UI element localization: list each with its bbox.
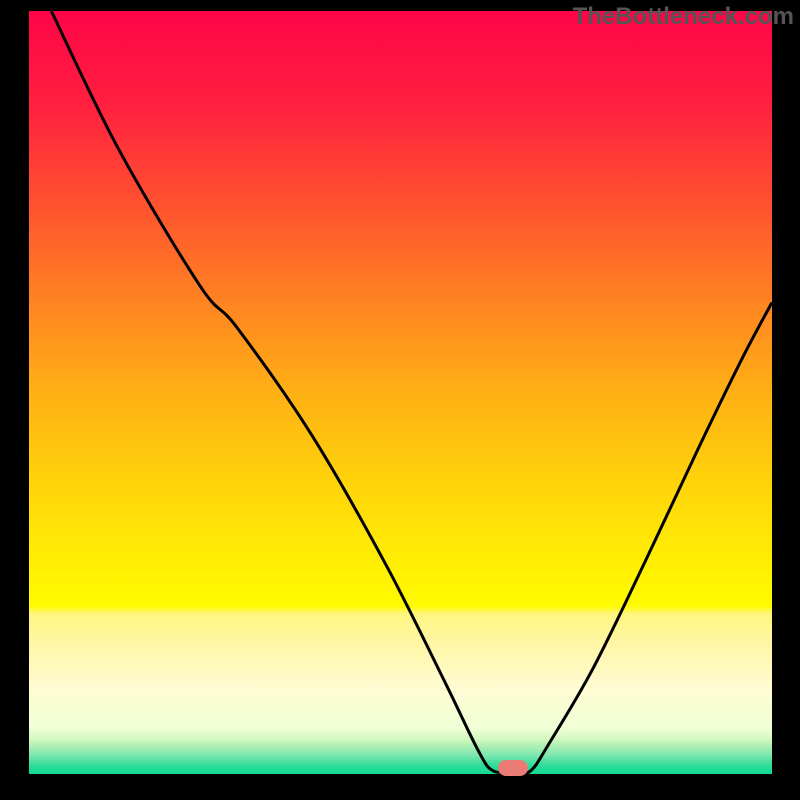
curve-path — [51, 11, 772, 773]
optimum-marker — [498, 760, 528, 776]
plot-area — [29, 11, 772, 774]
bottleneck-curve — [29, 11, 772, 774]
chart-stage: TheBottleneck.com — [0, 0, 800, 800]
watermark-text: TheBottleneck.com — [573, 3, 794, 31]
